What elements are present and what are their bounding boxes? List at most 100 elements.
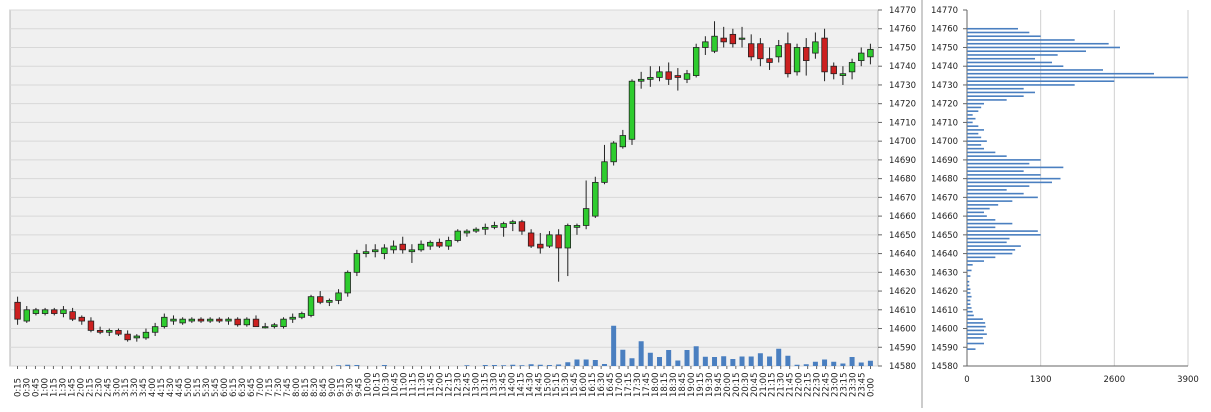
- candle-body: [518, 221, 526, 232]
- x-tick-label: 6:15: [229, 378, 239, 397]
- candle-body: [362, 251, 370, 254]
- profile-bar: [967, 166, 1064, 169]
- x-tick-label: 3:30: [130, 378, 140, 397]
- plot-background: [9, 9, 879, 367]
- x-tick-label: 11:30: [418, 373, 428, 398]
- x-tick-label: 15:30: [561, 373, 571, 398]
- x-tick-label: 1:00: [40, 378, 50, 397]
- x-tick-label: 20:30: [741, 373, 751, 398]
- volume-bar: [501, 365, 507, 366]
- profile-bar: [967, 280, 970, 283]
- profile-y-tick-label: 14770: [931, 6, 958, 16]
- candle-body: [188, 318, 196, 322]
- x-tick-label: 16:00: [579, 373, 589, 398]
- x-tick-label: 18:45: [678, 373, 688, 398]
- volume-bar: [693, 346, 699, 366]
- x-tick-label: 21:00: [759, 373, 769, 398]
- volume-bar: [464, 365, 470, 366]
- x-tick-label: 9:45: [355, 378, 365, 397]
- candle-body: [32, 309, 40, 314]
- profile-y-tick-label: 14750: [931, 43, 958, 53]
- candle-body: [179, 318, 186, 324]
- profile-bar: [967, 204, 999, 206]
- candle-body: [87, 320, 95, 331]
- profile-y-tick-label: 14580: [931, 362, 958, 372]
- profile-bar: [967, 307, 972, 309]
- candle-body: [784, 43, 792, 75]
- volume-bar: [721, 356, 727, 366]
- profile-bar: [967, 189, 1007, 191]
- x-tick-label: 0:30: [22, 378, 32, 397]
- price-grid: [10, 9, 878, 367]
- candle-body: [399, 243, 406, 251]
- candle-body: [216, 318, 223, 322]
- x-tick-label: 8:00: [292, 378, 302, 397]
- volume-bar: [657, 357, 662, 366]
- time-axis: 0:150:300:451:001:151:301:452:002:152:30…: [13, 366, 877, 398]
- profile-bar: [967, 342, 984, 345]
- volume-profile: 0 1300 2600 3900 14580 14590 14600 14610 14620 14…: [921, 0, 1199, 408]
- candle-body: [821, 37, 828, 73]
- y-tick-label: 14600: [889, 325, 916, 335]
- x-tick-label: 19:30: [705, 373, 715, 398]
- x-tick-label: 7:00: [256, 378, 266, 397]
- candle-body: [793, 47, 801, 73]
- volume-bar: [831, 361, 837, 366]
- x-tick-label: 4:45: [175, 378, 185, 397]
- volume-bar: [730, 359, 736, 366]
- profile-bar: [967, 292, 971, 294]
- volume-bar: [822, 359, 828, 366]
- profile-bar: [967, 136, 982, 139]
- candle-body: [619, 135, 627, 148]
- x-tick-label: 21:30: [777, 373, 787, 398]
- x-tick-label: 12:00: [436, 373, 446, 398]
- profile-bar: [967, 132, 979, 135]
- x-tick-label: 3:15: [121, 378, 131, 397]
- x-tick-label: 2:30: [94, 378, 104, 397]
- profile-bar: [967, 252, 1013, 255]
- x-tick-label: 9:00: [328, 378, 338, 397]
- candles: [14, 21, 874, 342]
- candle-body: [500, 223, 507, 228]
- candle-body: [702, 41, 709, 48]
- volume-bar: [684, 350, 690, 366]
- candle-body: [197, 318, 205, 322]
- y-tick-label: 14670: [889, 193, 916, 203]
- volume-bar: [785, 355, 791, 366]
- volume-bar: [767, 356, 773, 366]
- x-tick-label: 21:15: [768, 373, 778, 398]
- candle-body: [757, 43, 764, 60]
- profile-bar: [967, 102, 984, 105]
- candle-body: [344, 271, 351, 294]
- candle-body: [546, 234, 553, 247]
- x-tick-label: 5:00: [184, 378, 194, 397]
- y-tick-label: 14760: [889, 25, 916, 35]
- volume-bar: [620, 349, 626, 366]
- profile-bar: [967, 329, 984, 332]
- profile-bar: [967, 245, 1021, 247]
- candle-body: [381, 247, 388, 254]
- candle-body: [271, 324, 278, 328]
- profile-bar: [967, 27, 1018, 30]
- x-tick-label: 23:45: [858, 373, 868, 398]
- volume-bar: [537, 364, 543, 366]
- x-tick-label: 15:15: [552, 373, 562, 398]
- candle-body: [454, 230, 461, 241]
- x-tick-label: 19:15: [696, 373, 706, 398]
- profile-bar: [967, 159, 1041, 161]
- candle-body: [78, 316, 85, 322]
- candle-body: [848, 62, 856, 73]
- x-tick-label: 11:00: [400, 373, 410, 398]
- profile-bar: [967, 114, 973, 116]
- y-tick-label: 14680: [889, 175, 916, 185]
- profile-y-tick-label: 14660: [931, 212, 958, 222]
- profile-bar: [967, 84, 1075, 86]
- x-tick-label: 2:15: [85, 378, 95, 397]
- profile-bar: [967, 31, 1030, 34]
- candle-body: [261, 326, 269, 329]
- x-tick-label: 18:00: [651, 373, 661, 398]
- x-tick-label: 23:15: [840, 373, 850, 398]
- candle-body: [738, 37, 746, 40]
- volume-bar: [638, 341, 644, 366]
- profile-x-tick-label: 0: [964, 375, 969, 385]
